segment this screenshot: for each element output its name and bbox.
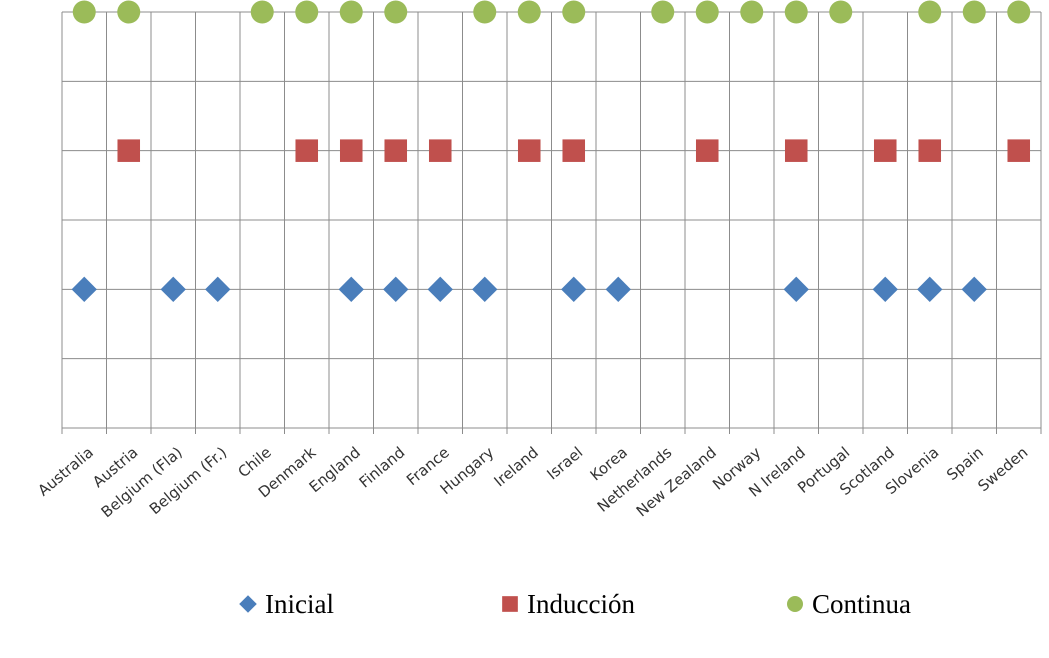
marker-circle-australia xyxy=(72,0,96,24)
marker-diamond-israel xyxy=(561,276,587,302)
x-tick-label: New Zealand xyxy=(633,443,720,520)
marker-diamond-spain xyxy=(961,276,987,302)
marker-circle-hungary xyxy=(473,0,497,24)
marker-square-scotland xyxy=(873,139,897,162)
legend-label: Inducción xyxy=(527,589,635,619)
marker-circle-spain xyxy=(962,0,986,24)
marker-diamond-australia xyxy=(71,276,97,302)
legend-label: Continua xyxy=(812,589,911,619)
marker-square-israel xyxy=(562,139,586,162)
grid xyxy=(61,11,1042,434)
marker-square-new-zealand xyxy=(695,139,719,162)
marker-diamond-belgium-fla xyxy=(160,276,186,302)
marker-diamond-slovenia xyxy=(917,276,943,302)
marker-circle-denmark xyxy=(295,0,319,24)
marker-circle-new-zealand xyxy=(695,0,719,24)
marker-diamond-n-ireland xyxy=(783,276,809,302)
marker-square-slovenia xyxy=(918,139,942,162)
data-marks xyxy=(71,0,1031,302)
marker-square-austria xyxy=(117,139,141,162)
marker-circle-slovenia xyxy=(918,0,942,24)
x-tick-label: Australia xyxy=(34,443,96,499)
marker-circle-n-ireland xyxy=(784,0,808,24)
marker-circle-israel xyxy=(562,0,586,24)
marker-square-france xyxy=(428,139,452,162)
x-tick-label: Finland xyxy=(356,443,409,491)
marker-diamond-belgium-fr xyxy=(205,276,231,302)
legend-marker-square xyxy=(502,596,518,612)
legend-marker-diamond xyxy=(239,595,257,613)
marker-circle-ireland xyxy=(517,0,541,24)
marker-square-sweden xyxy=(1007,139,1031,162)
marker-circle-chile xyxy=(250,0,274,24)
marker-diamond-korea xyxy=(605,276,631,302)
marker-diamond-france xyxy=(427,276,453,302)
marker-circle-finland xyxy=(384,0,408,24)
marker-square-ireland xyxy=(517,139,541,162)
marker-diamond-finland xyxy=(383,276,409,302)
marker-circle-portugal xyxy=(829,0,853,24)
legend-label: Inicial xyxy=(265,589,334,619)
marker-diamond-scotland xyxy=(872,276,898,302)
legend: Inicial Inducción Continua xyxy=(239,589,911,619)
marker-circle-norway xyxy=(740,0,764,24)
x-tick-label: Ireland xyxy=(491,443,542,490)
x-tick-label: Belgium (Fr.) xyxy=(146,443,230,518)
x-tick-label: Israel xyxy=(543,443,586,483)
marker-diamond-england xyxy=(338,276,364,302)
marker-square-denmark xyxy=(295,139,319,162)
marker-square-n-ireland xyxy=(784,139,808,162)
marker-circle-sweden xyxy=(1007,0,1031,24)
marker-circle-england xyxy=(339,0,363,24)
legend-marker-circle xyxy=(787,596,803,612)
marker-square-finland xyxy=(384,139,408,162)
marker-square-england xyxy=(339,139,363,162)
marker-circle-austria xyxy=(117,0,141,24)
marker-diamond-hungary xyxy=(472,276,498,302)
x-tick-label: Sweden xyxy=(974,443,1031,495)
marker-circle-netherlands xyxy=(651,0,675,24)
